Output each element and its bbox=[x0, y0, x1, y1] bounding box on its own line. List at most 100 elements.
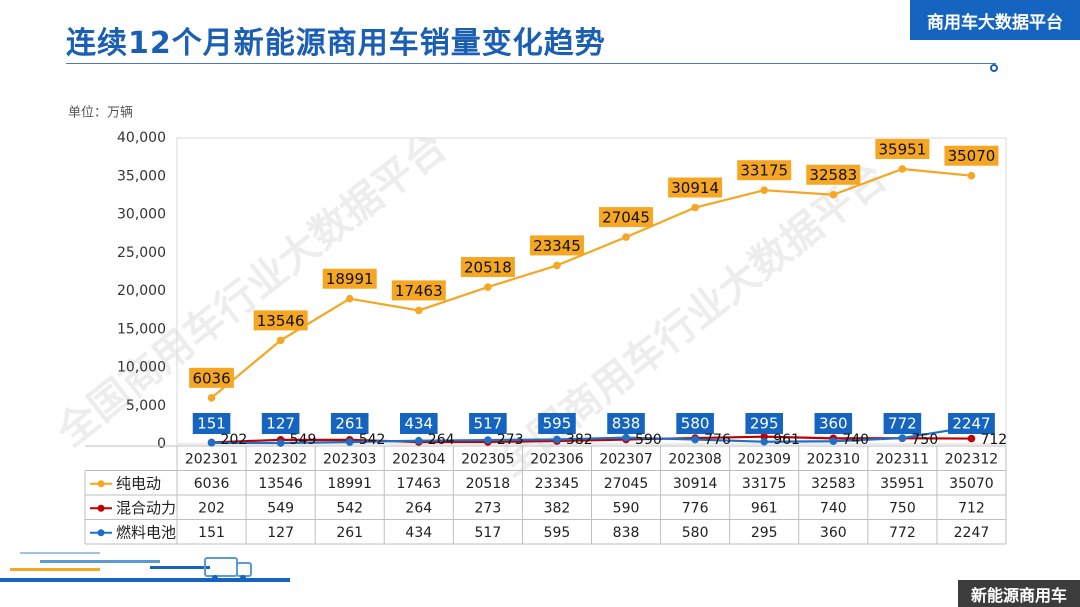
table-cell-value: 33175 bbox=[742, 476, 787, 492]
table-cell-value: 772 bbox=[889, 525, 916, 541]
data-point bbox=[207, 439, 216, 447]
x-tick-label: 202310 bbox=[807, 451, 860, 467]
series-line bbox=[211, 425, 972, 445]
data-point bbox=[967, 171, 976, 180]
legend-key-marker bbox=[97, 529, 105, 537]
y-tick-label: 15,000 bbox=[117, 321, 166, 337]
series-line bbox=[210, 167, 972, 399]
table-cell-value: 776 bbox=[682, 500, 709, 516]
x-tick-label: 202312 bbox=[945, 451, 998, 467]
title-divider bbox=[66, 63, 996, 64]
data-label: 838 bbox=[612, 415, 641, 433]
data-point bbox=[276, 439, 285, 447]
table-cell-value: 13546 bbox=[258, 476, 303, 492]
data-label-box bbox=[538, 413, 576, 434]
data-label: 273 bbox=[497, 432, 524, 448]
data-label: 264 bbox=[428, 432, 455, 448]
data-label: 750 bbox=[911, 432, 938, 448]
data-label: 27045 bbox=[602, 209, 650, 227]
data-point bbox=[898, 165, 907, 173]
data-point bbox=[829, 437, 838, 446]
data-label: 261 bbox=[335, 415, 364, 433]
data-label-box bbox=[469, 413, 507, 434]
data-label: 17463 bbox=[395, 282, 443, 300]
table-cell-value: 127 bbox=[267, 525, 294, 541]
data-label: 33175 bbox=[740, 162, 788, 180]
data-label: 434 bbox=[404, 415, 433, 433]
table-cell-value: 30914 bbox=[673, 476, 718, 492]
data-label-box bbox=[599, 207, 654, 228]
table-cell-value: 712 bbox=[958, 500, 985, 516]
series-line bbox=[211, 435, 972, 444]
data-label: 151 bbox=[197, 415, 226, 433]
table-cell-value: 18991 bbox=[327, 476, 372, 492]
truck-decoration-icon bbox=[0, 552, 290, 582]
brand-badge: 商用车大数据平台 bbox=[910, 0, 1080, 40]
data-point bbox=[691, 203, 699, 212]
data-point bbox=[898, 434, 907, 442]
data-label: 590 bbox=[635, 432, 662, 448]
y-tick-label: 0 bbox=[157, 436, 166, 452]
data-label-box bbox=[607, 413, 645, 434]
table-cell-value: 961 bbox=[751, 500, 778, 516]
data-label-box bbox=[676, 413, 714, 434]
x-tick-label: 202305 bbox=[461, 451, 514, 467]
data-point bbox=[207, 394, 216, 402]
data-label: 549 bbox=[290, 432, 317, 448]
data-point bbox=[484, 436, 492, 444]
y-tick-label: 40,000 bbox=[117, 130, 166, 146]
table-cell-value: 542 bbox=[336, 500, 363, 516]
table-cell-value: 590 bbox=[613, 500, 640, 516]
table-cell-value: 549 bbox=[267, 500, 294, 516]
table-cell-value: 273 bbox=[475, 500, 502, 516]
table-cell-value: 35070 bbox=[949, 476, 994, 492]
data-label-box bbox=[883, 413, 922, 434]
data-label-box bbox=[391, 280, 446, 301]
data-label-box bbox=[529, 235, 584, 256]
data-label: 127 bbox=[266, 415, 295, 433]
table-cell-value: 838 bbox=[613, 525, 640, 541]
table-cell-value: 261 bbox=[336, 525, 363, 541]
x-tick-label: 202306 bbox=[530, 451, 584, 467]
x-tick-label: 202303 bbox=[323, 451, 376, 467]
data-label: 6036 bbox=[192, 369, 230, 387]
data-label: 2247 bbox=[952, 415, 990, 433]
table-cell-value: 2247 bbox=[954, 525, 990, 541]
data-label: 961 bbox=[773, 432, 800, 448]
table-cell-value: 382 bbox=[544, 500, 571, 516]
x-tick-label: 202301 bbox=[185, 451, 238, 467]
data-label: 517 bbox=[474, 415, 503, 433]
footer-badge: 新能源商用车 bbox=[958, 580, 1080, 607]
data-label-box bbox=[737, 160, 792, 181]
data-point bbox=[553, 261, 561, 270]
table-cell-value: 264 bbox=[405, 500, 432, 516]
table-cell-value: 151 bbox=[198, 525, 225, 541]
table-cell-value: 740 bbox=[820, 500, 847, 516]
y-tick-label: 25,000 bbox=[117, 245, 166, 261]
data-point bbox=[414, 306, 423, 315]
table-cell-value: 202 bbox=[198, 500, 225, 516]
y-tick-label: 5,000 bbox=[126, 398, 166, 414]
table-cell-value: 27045 bbox=[604, 476, 649, 492]
data-label-box bbox=[460, 257, 515, 278]
data-point bbox=[276, 336, 285, 345]
legend-label: 纯电动 bbox=[116, 474, 161, 492]
data-label: 776 bbox=[704, 432, 731, 448]
data-label-box bbox=[875, 138, 930, 159]
data-point bbox=[760, 437, 769, 446]
data-label: 35951 bbox=[879, 140, 927, 158]
table-cell-value: 17463 bbox=[397, 476, 442, 492]
x-tick-label: 202309 bbox=[737, 451, 790, 467]
data-label: 360 bbox=[819, 415, 848, 433]
data-label-box bbox=[189, 367, 234, 388]
y-tick-label: 35,000 bbox=[117, 168, 166, 184]
data-point bbox=[622, 233, 630, 241]
data-point bbox=[622, 433, 630, 442]
data-label-box bbox=[192, 413, 231, 434]
data-label-box bbox=[330, 413, 369, 434]
y-tick-label: 20,000 bbox=[117, 283, 166, 299]
x-tick-label: 202311 bbox=[876, 451, 929, 467]
data-label-box bbox=[322, 268, 377, 289]
table-cell-value: 595 bbox=[544, 525, 571, 541]
